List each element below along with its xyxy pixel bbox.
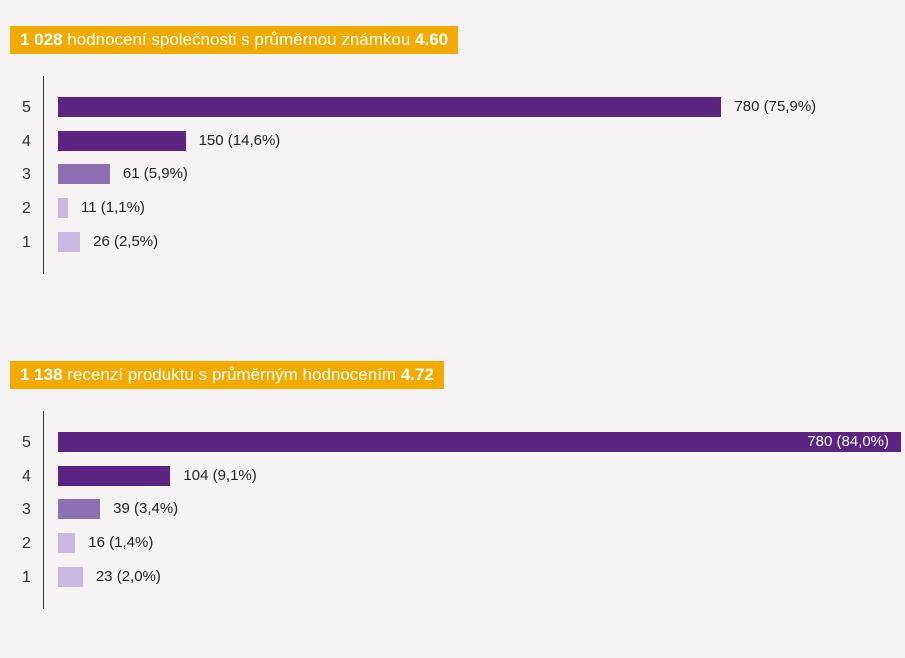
average-rating: 4.60	[415, 30, 449, 49]
value-label: 104 (9,1%)	[183, 466, 257, 484]
bar	[58, 130, 186, 151]
rating-count: 1 028	[20, 30, 63, 49]
y-axis-line	[43, 76, 44, 274]
bar-row-5: 5 780 (84,0%)	[0, 432, 905, 466]
y-axis-line	[43, 411, 44, 609]
bar	[58, 231, 81, 252]
bar	[58, 566, 83, 587]
value-label: 39 (3,4%)	[113, 500, 179, 518]
company-rating-chart: 1 028 hodnocení společnosti s průměrnou …	[0, 0, 905, 300]
product-review-title: 1 138 recenzí produktu s průměrným hodno…	[10, 361, 444, 389]
category-label: 3	[22, 501, 31, 519]
bar	[58, 432, 901, 452]
bar-row-5: 5 780 (75,9%)	[0, 97, 905, 131]
category-label: 4	[22, 132, 31, 150]
bar	[58, 198, 68, 219]
bar-row-3: 3 61 (5,9%)	[0, 164, 905, 198]
average-review: 4.72	[400, 365, 434, 384]
company-rating-title: 1 028 hodnocení společnosti s průměrnou …	[10, 26, 459, 54]
value-label: 780 (84,0%)	[807, 433, 889, 450]
bar-row-4: 4 150 (14,6%)	[0, 130, 905, 165]
value-label: 780 (75,9%)	[734, 98, 817, 115]
value-label: 61 (5,9%)	[122, 165, 188, 183]
bar	[58, 97, 722, 117]
bar-row-1: 1 26 (2,5%)	[0, 231, 905, 266]
value-label: 26 (2,5%)	[93, 232, 159, 250]
bar-row-4: 4 104 (9,1%)	[0, 465, 905, 500]
bar-row-2: 2 11 (1,1%)	[0, 198, 905, 232]
review-title-text: recenzí produktu s průměrným hodnocením	[62, 365, 401, 384]
category-label: 2	[22, 200, 31, 218]
category-label: 2	[22, 535, 31, 553]
category-label: 5	[22, 99, 31, 116]
bar-row-2: 2 16 (1,4%)	[0, 533, 905, 567]
bar	[58, 499, 101, 520]
category-label: 1	[22, 568, 31, 586]
category-label: 1	[22, 233, 31, 251]
review-count: 1 138	[20, 365, 63, 384]
bar-row-1: 1 23 (2,0%)	[0, 566, 905, 601]
value-label: 11 (1,1%)	[81, 199, 145, 217]
value-label: 23 (2,0%)	[95, 567, 161, 585]
category-label: 5	[22, 434, 31, 451]
value-label: 16 (1,4%)	[88, 534, 154, 552]
bar	[58, 164, 110, 185]
category-label: 3	[22, 166, 31, 184]
bar	[58, 465, 171, 486]
category-label: 4	[22, 467, 31, 485]
value-label: 150 (14,6%)	[198, 131, 281, 149]
rating-title-text: hodnocení společnosti s průměrnou známko…	[62, 30, 416, 49]
bar-row-3: 3 39 (3,4%)	[0, 499, 905, 533]
bar	[58, 533, 76, 554]
